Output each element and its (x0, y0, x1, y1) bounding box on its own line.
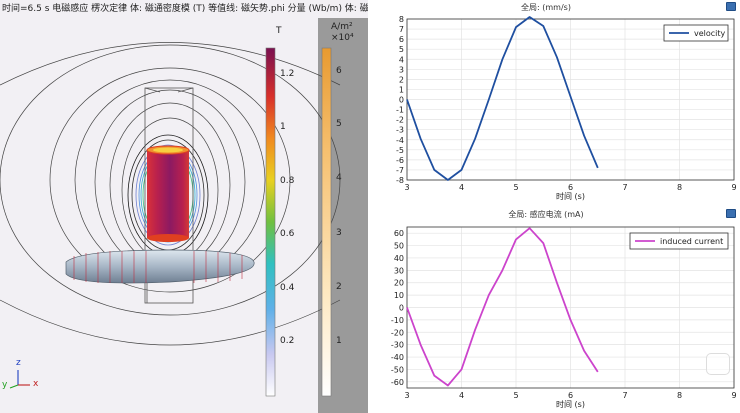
colorbar-left-tick: 1.2 (280, 69, 295, 79)
y-tick-label: -50 (391, 365, 404, 374)
coil-ring (65, 249, 255, 284)
axis-z-label: z (16, 358, 21, 368)
y-tick-label: 4 (399, 55, 404, 64)
y-tick-label: 0 (399, 304, 404, 313)
y-tick-label: -10 (391, 316, 404, 325)
x-tick-label: 5 (513, 391, 518, 400)
axis-y-label: y (2, 380, 8, 390)
y-tick-label: 10 (394, 291, 404, 300)
x-axis-label: 时间 (s) (556, 399, 585, 409)
colorbar-current-density (321, 47, 332, 397)
y-tick-label: 20 (394, 279, 404, 288)
colorbar-left-tick: 0.6 (280, 229, 295, 239)
y-tick-label: 8 (399, 15, 404, 24)
x-tick-label: 9 (731, 183, 736, 192)
y-tick-label: 5 (399, 45, 404, 54)
current-plot-title: 全局: 感应电流 (mA) (508, 210, 584, 219)
y-tick-label: -40 (391, 353, 404, 362)
y-tick-label: 3 (399, 65, 404, 74)
y-tick-label: -6 (396, 156, 404, 165)
y-tick-label: 2 (399, 75, 404, 84)
y-tick-label: 60 (394, 229, 404, 238)
x-tick-label: 4 (459, 183, 464, 192)
x-axis-label: 时间 (s) (556, 191, 585, 201)
x-tick-label: 6 (568, 183, 573, 192)
legend-label: induced current (660, 237, 723, 246)
series-line (406, 227, 599, 387)
x-tick-label: 3 (404, 391, 409, 400)
x-tick-label: 5 (513, 183, 518, 192)
x-tick-label: 9 (731, 391, 736, 400)
plot-window-icon[interactable] (726, 2, 736, 11)
current-chart: 3 4 5 6 7 8 9 60 50 40 30 20 10 0 -10 -20 -30 -40 -50 -60 时间… (391, 226, 737, 409)
colorbar-flux-density (265, 47, 276, 397)
field-lines-outer (0, 42, 341, 346)
y-tick-label: -20 (391, 328, 404, 337)
simulation-viewport[interactable]: 时间=6.5 s 电磁感应 楞次定律 体: 磁通密度模 (T) 等值线: 磁矢势… (0, 0, 368, 413)
x-tick-label: 8 (677, 183, 682, 192)
colorbar-right-tick: 2 (336, 282, 342, 292)
x-tick-label: 7 (622, 183, 627, 192)
colorbar-left-tick: 0.4 (280, 283, 295, 293)
x-tick-label: 4 (459, 391, 464, 400)
y-tick-label: -4 (396, 136, 404, 145)
field-visualization (0, 18, 368, 413)
y-tick-label: 50 (394, 242, 404, 251)
plot-caption: 时间=6.5 s 电磁感应 楞次定律 体: 磁通密度模 (T) 等值线: 磁矢势… (2, 4, 368, 14)
y-tick-label: -5 (396, 146, 404, 155)
colorbar-right-tick: 5 (336, 119, 342, 129)
y-tick-label: -1 (396, 106, 404, 115)
colorbar-left-unit: T (276, 26, 282, 36)
velocity-plot[interactable]: 全局: (mm/s) 3 4 5 6 7 8 9 8 7 6 5 4 3 2 1 0 -1 -2 -3 -4 -5 -6-… (376, 0, 740, 206)
y-tick-label: -2 (396, 116, 404, 125)
y-tick-label: 1 (399, 85, 404, 94)
colorbar-right-tick: 1 (336, 336, 342, 346)
colorbar-left-tick: 0.2 (280, 336, 295, 346)
video-overlay-button[interactable] (706, 353, 730, 375)
domain-box (144, 87, 194, 304)
colorbar-left-tick: 0.8 (280, 176, 295, 186)
y-tick-label: 7 (399, 25, 404, 34)
legend-box (663, 24, 729, 42)
colorbar-right-unit: A/m² (331, 22, 353, 32)
legend-box (629, 232, 729, 250)
magnet-cylinder (146, 145, 190, 242)
y-tick-label: 6 (399, 35, 404, 44)
y-tick-label: -60 (391, 378, 404, 387)
y-tick-label: 40 (394, 254, 404, 263)
colorbar-right-exponent: ×10⁴ (331, 33, 354, 43)
divider (368, 0, 376, 413)
series-line (406, 16, 599, 181)
legend-label: velocity (694, 29, 726, 38)
y-tick-label: -3 (396, 126, 404, 135)
x-tick-label: 7 (622, 391, 627, 400)
y-tick-label: -30 (391, 341, 404, 350)
x-tick-label: 6 (568, 391, 573, 400)
axis-x-label: x (33, 379, 39, 389)
x-tick-label: 3 (404, 183, 409, 192)
y-tick-label: -8 (396, 176, 404, 185)
y-tick-label: 30 (394, 266, 404, 275)
y-tick-label: 0 (399, 96, 404, 105)
colorbar-right-tick: 3 (336, 228, 342, 238)
plot-window-icon[interactable] (726, 209, 736, 218)
x-tick-label: 8 (677, 391, 682, 400)
axis-triad (9, 370, 30, 389)
current-plot[interactable]: 全局: 感应电流 (mA) 3 4 5 6 7 8 9 60 50 40 30 20 10 0 -10 -20… (376, 207, 740, 413)
colorbar-right-tick: 4 (336, 173, 342, 183)
y-tick-label: -7 (396, 166, 404, 175)
colorbar-right-tick: 6 (336, 66, 342, 76)
velocity-plot-title: 全局: (mm/s) (521, 3, 571, 12)
colorbar-left-tick: 1 (280, 122, 286, 132)
